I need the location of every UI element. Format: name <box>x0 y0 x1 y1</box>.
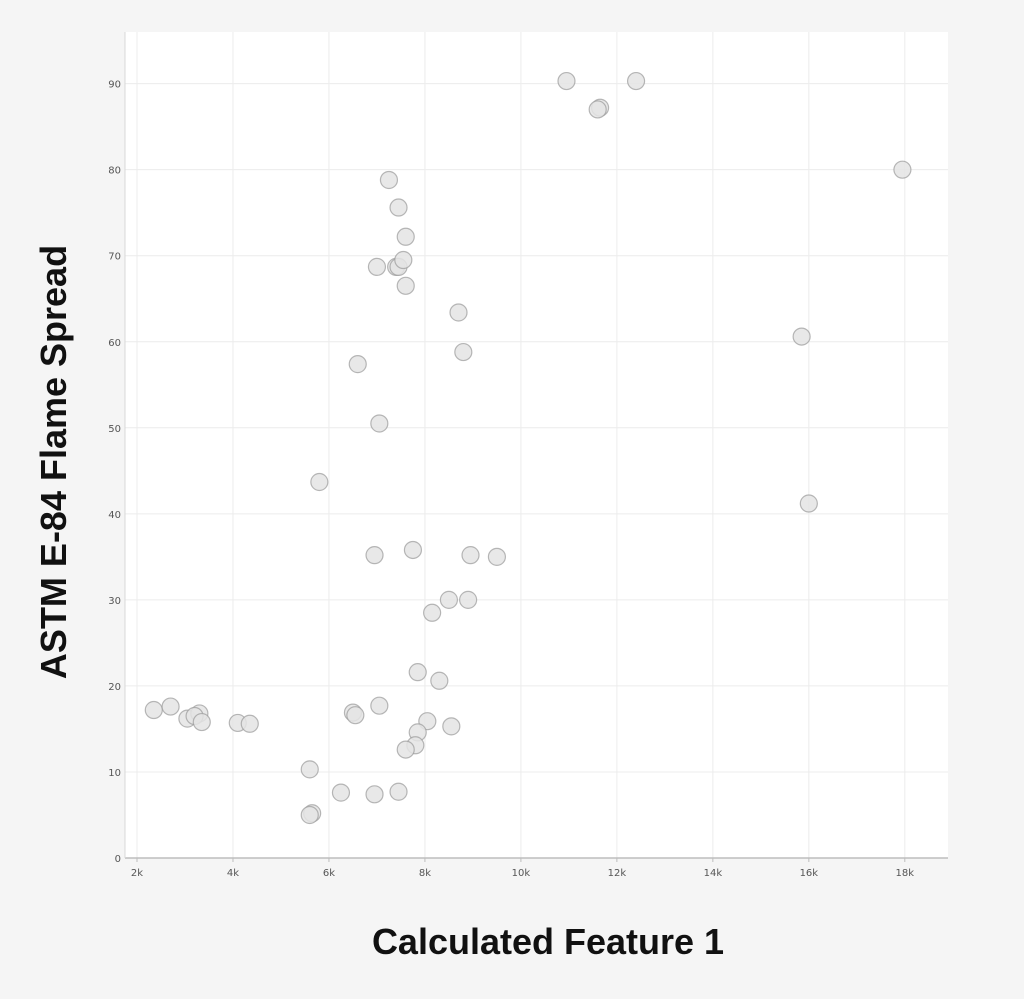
data-point <box>379 170 399 190</box>
data-point <box>144 700 163 720</box>
data-point <box>449 303 468 322</box>
x-axis-ticks: 2k 4k 6k 8k 10k 12k 14k 16k 18k <box>131 858 914 879</box>
y-axis-ticks: 0 10 20 30 40 50 60 70 80 90 <box>108 80 121 865</box>
data-point <box>348 355 367 374</box>
data-point <box>439 590 459 609</box>
data-point <box>346 706 365 725</box>
y-axis-title: ASTM E-84 Flame Spread <box>33 245 74 679</box>
data-point <box>403 540 423 560</box>
data-point <box>459 590 478 609</box>
x-tick-label: 8k <box>419 868 431 879</box>
x-tick-label: 4k <box>227 868 239 879</box>
x-tick-label: 2k <box>131 868 143 879</box>
data-point <box>557 71 576 91</box>
data-point <box>394 250 413 270</box>
data-point <box>310 472 329 492</box>
data-point <box>423 603 442 622</box>
x-tick-label: 16k <box>800 868 819 879</box>
data-point <box>396 740 415 759</box>
data-point <box>588 100 607 119</box>
data-point <box>300 760 319 779</box>
data-point <box>893 160 912 179</box>
y-tick-label: 30 <box>108 596 121 607</box>
data-points <box>144 71 912 825</box>
y-tick-label: 10 <box>108 768 121 779</box>
data-point <box>161 697 180 716</box>
grid <box>125 32 948 858</box>
data-point <box>192 712 211 732</box>
data-point <box>365 785 384 804</box>
data-point <box>300 805 319 825</box>
data-point <box>454 342 473 362</box>
y-tick-label: 70 <box>108 252 121 263</box>
data-point <box>389 782 408 801</box>
data-point <box>408 663 427 682</box>
data-point <box>442 717 461 736</box>
x-tick-label: 10k <box>512 868 531 879</box>
y-tick-label: 20 <box>108 682 121 693</box>
x-tick-label: 12k <box>608 868 627 879</box>
x-axis-title: Calculated Feature 1 <box>372 921 724 962</box>
data-point <box>365 546 384 565</box>
y-tick-label: 60 <box>108 338 121 349</box>
data-point <box>389 198 408 217</box>
data-point <box>487 547 507 566</box>
data-point <box>240 714 259 733</box>
x-tick-label: 18k <box>896 868 915 879</box>
data-point <box>799 494 818 513</box>
data-point <box>396 227 415 246</box>
data-point <box>792 327 811 346</box>
data-point <box>396 276 415 295</box>
data-point <box>461 546 480 565</box>
y-tick-label: 80 <box>108 166 121 177</box>
y-tick-label: 50 <box>108 424 121 435</box>
data-point <box>331 783 351 802</box>
data-point <box>430 671 449 690</box>
y-tick-label: 40 <box>108 510 121 521</box>
y-tick-label: 0 <box>115 854 121 865</box>
y-tick-label: 90 <box>108 80 121 91</box>
data-point <box>370 414 389 433</box>
x-tick-label: 14k <box>704 868 723 879</box>
data-point <box>370 696 389 715</box>
data-point <box>367 257 387 276</box>
data-point <box>626 71 646 91</box>
plot-area <box>125 32 948 858</box>
x-tick-label: 6k <box>323 868 335 879</box>
